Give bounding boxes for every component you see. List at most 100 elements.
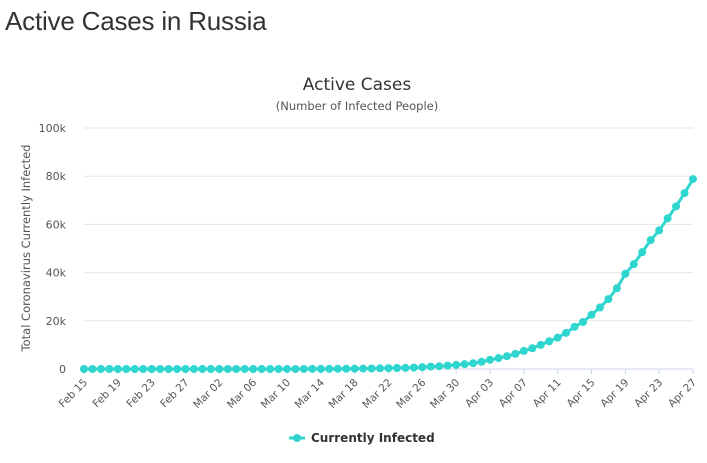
data-point[interactable]	[215, 365, 224, 373]
data-point[interactable]	[80, 365, 88, 373]
data-point[interactable]	[384, 364, 393, 373]
data-point[interactable]	[401, 363, 410, 372]
chart-subtitle: (Number of Infected People)	[276, 99, 438, 113]
data-point[interactable]	[316, 364, 325, 373]
data-point[interactable]	[418, 363, 427, 372]
x-tick-label: Mar 26	[394, 376, 429, 411]
data-point[interactable]	[240, 364, 249, 373]
data-point[interactable]	[189, 365, 198, 373]
data-point[interactable]	[502, 352, 511, 361]
data-point[interactable]	[469, 359, 478, 368]
x-tick-label: Apr 23	[632, 377, 665, 410]
x-tick-label: Mar 22	[360, 377, 394, 411]
data-point[interactable]	[342, 364, 351, 373]
data-point[interactable]	[206, 365, 215, 373]
x-axis: Feb 15 Feb 19 Feb 23 Feb 27 Mar 02 Mar 06 Mar …	[57, 369, 699, 411]
data-point[interactable]	[376, 364, 385, 373]
data-point[interactable]	[545, 337, 554, 346]
data-point[interactable]	[139, 365, 148, 373]
data-point[interactable]	[325, 364, 334, 373]
data-point[interactable]	[494, 354, 503, 363]
x-tick-label: Mar 14	[293, 376, 328, 411]
data-point[interactable]	[621, 269, 630, 278]
data-point[interactable]	[511, 349, 520, 358]
data-point[interactable]	[249, 364, 258, 373]
y-tick-label: 80k	[46, 170, 67, 183]
data-point[interactable]	[198, 365, 207, 373]
data-point[interactable]	[333, 364, 342, 373]
x-tick-label: Mar 30	[428, 377, 462, 411]
data-point[interactable]	[672, 202, 681, 211]
data-point[interactable]	[689, 175, 697, 184]
data-point[interactable]	[88, 365, 97, 373]
data-point[interactable]	[173, 365, 182, 373]
data-point[interactable]	[579, 318, 588, 327]
gridlines	[84, 127, 693, 370]
x-tick-label: Feb 27	[158, 377, 191, 410]
data-point[interactable]	[266, 364, 275, 373]
y-axis-label: Total Coronavirus Currently Infected	[19, 145, 33, 353]
x-tick-label: Apr 03	[463, 377, 496, 410]
data-point[interactable]	[536, 340, 545, 349]
data-point[interactable]	[130, 365, 139, 373]
data-point[interactable]	[96, 365, 105, 373]
data-point[interactable]	[452, 360, 461, 369]
data-point[interactable]	[122, 365, 131, 373]
data-point[interactable]	[156, 365, 165, 373]
y-tick-label: 0	[59, 363, 66, 376]
data-point[interactable]	[113, 365, 122, 373]
y-tick-label: 60k	[46, 218, 67, 231]
data-point[interactable]	[486, 355, 494, 364]
data-point[interactable]	[392, 363, 401, 372]
data-point[interactable]	[435, 362, 444, 371]
x-tick-label: Apr 19	[598, 377, 631, 410]
plot-area	[80, 175, 697, 373]
data-point[interactable]	[359, 364, 368, 373]
data-point[interactable]	[646, 236, 655, 245]
data-point[interactable]	[147, 365, 156, 373]
data-point[interactable]	[460, 360, 469, 369]
legend[interactable]: Currently Infected	[289, 431, 435, 445]
data-point[interactable]	[105, 365, 114, 373]
chart-title: Active Cases	[303, 75, 412, 95]
data-point[interactable]	[291, 364, 300, 373]
data-point[interactable]	[181, 365, 190, 373]
data-point[interactable]	[587, 310, 596, 319]
x-tick-label: Feb 15	[57, 377, 90, 410]
data-point[interactable]	[443, 361, 452, 370]
x-tick-label: Feb 19	[91, 377, 124, 410]
data-point[interactable]	[680, 189, 689, 198]
data-point[interactable]	[519, 346, 528, 355]
data-point[interactable]	[595, 303, 604, 312]
data-point[interactable]	[274, 364, 283, 373]
data-point[interactable]	[562, 328, 571, 337]
data-point[interactable]	[528, 344, 537, 353]
x-tick-label: Apr 15	[564, 377, 597, 410]
data-point[interactable]	[655, 226, 664, 235]
x-tick-label: Apr 07	[497, 377, 530, 410]
data-point[interactable]	[409, 363, 418, 372]
data-point[interactable]	[426, 362, 435, 371]
data-point[interactable]	[367, 364, 376, 373]
data-point[interactable]	[164, 365, 173, 373]
data-point[interactable]	[477, 357, 486, 366]
data-point[interactable]	[283, 364, 291, 373]
data-point[interactable]	[232, 365, 241, 373]
x-tick-label: Mar 10	[259, 377, 293, 411]
data-point[interactable]	[299, 364, 308, 373]
data-point[interactable]	[350, 364, 359, 373]
x-tick-label: Apr 11	[531, 377, 564, 410]
legend-label: Currently Infected	[311, 431, 435, 445]
data-point[interactable]	[570, 322, 579, 331]
data-point[interactable]	[663, 214, 672, 223]
data-point[interactable]	[638, 248, 647, 257]
data-point[interactable]	[553, 333, 562, 342]
data-point[interactable]	[223, 365, 232, 373]
data-point[interactable]	[629, 260, 638, 269]
data-point[interactable]	[257, 364, 266, 373]
x-tick-label: Mar 06	[225, 376, 260, 411]
data-point[interactable]	[604, 295, 613, 304]
data-point[interactable]	[612, 284, 621, 293]
data-point[interactable]	[308, 364, 317, 373]
